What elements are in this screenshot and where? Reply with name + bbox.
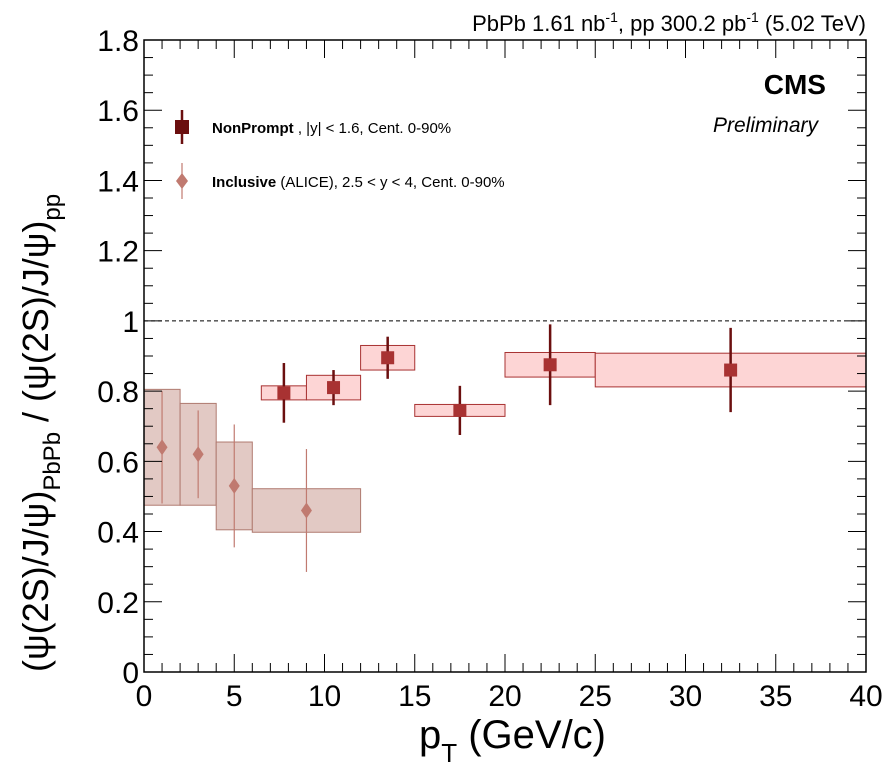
nonprompt-marker: [453, 403, 467, 417]
header-label: PbPb 1.61 nb-1, pp 300.2 pb-1 (5.02 TeV): [472, 9, 866, 36]
inclusive-marker: [156, 439, 168, 456]
nonprompt-marker: [277, 386, 291, 400]
y-tick-label: 1: [122, 306, 139, 339]
x-tick-label: 30: [669, 680, 702, 713]
x-tick-label: 0: [136, 680, 153, 713]
x-tick-label: 10: [308, 680, 341, 713]
y-tick-label: 0.6: [97, 446, 139, 479]
y-tick-label: 1.8: [97, 25, 139, 58]
legend-nonprompt-marker: [175, 120, 189, 134]
x-tick-labels: 0 5 10 15 20 25 30 35 40: [136, 680, 883, 713]
x-axis-label: pT (GeV/c): [419, 713, 606, 768]
x-tick-label: 5: [226, 680, 243, 713]
inclusive-marker: [192, 446, 204, 463]
axis-ticks: [143, 39, 867, 673]
nonprompt-marker: [543, 358, 557, 372]
x-tick-label: 25: [579, 680, 612, 713]
status-label: Preliminary: [713, 114, 820, 137]
y-tick-label: 0.2: [97, 587, 139, 620]
legend-nonprompt-label: NonPrompt , |y| < 1.6, Cent. 0-90%: [212, 120, 451, 137]
x-tick-label: 15: [398, 680, 431, 713]
legend-inclusive-marker: [176, 173, 188, 189]
y-tick-label: 1.6: [97, 95, 139, 128]
y-tick-label: 1.4: [97, 165, 139, 198]
nonprompt-marker: [327, 381, 341, 395]
legend: NonPrompt , |y| < 1.6, Cent. 0-90% Inclu…: [175, 110, 505, 199]
legend-entry-inclusive: Inclusive (ALICE), 2.5 < y < 4, Cent. 0-…: [176, 163, 505, 199]
data-markers: [156, 351, 738, 519]
inclusive-marker: [228, 477, 240, 494]
y-tick-label: 0: [122, 657, 139, 690]
y-tick-label: 1.2: [97, 236, 139, 269]
experiment-label: CMS: [764, 69, 826, 100]
nonprompt-marker: [381, 351, 395, 365]
y-tick-label: 0.8: [97, 376, 139, 409]
legend-entry-nonprompt: NonPrompt , |y| < 1.6, Cent. 0-90%: [175, 110, 451, 144]
y-axis-label: (ψ(2S)/J/ψ)PbPb / (ψ(2S)/J/ψ)pp: [15, 194, 66, 672]
x-tick-label: 40: [849, 680, 882, 713]
x-tick-label: 35: [759, 680, 792, 713]
inclusive-marker: [300, 502, 312, 519]
nonprompt-marker: [724, 363, 738, 377]
y-tick-labels: 0 0.2 0.4 0.6 0.8 1 1.2 1.4 1.6 1.8: [97, 25, 139, 690]
x-tick-label: 20: [488, 680, 521, 713]
legend-inclusive-label: Inclusive (ALICE), 2.5 < y < 4, Cent. 0-…: [212, 174, 505, 191]
y-tick-label: 0.4: [97, 517, 139, 550]
